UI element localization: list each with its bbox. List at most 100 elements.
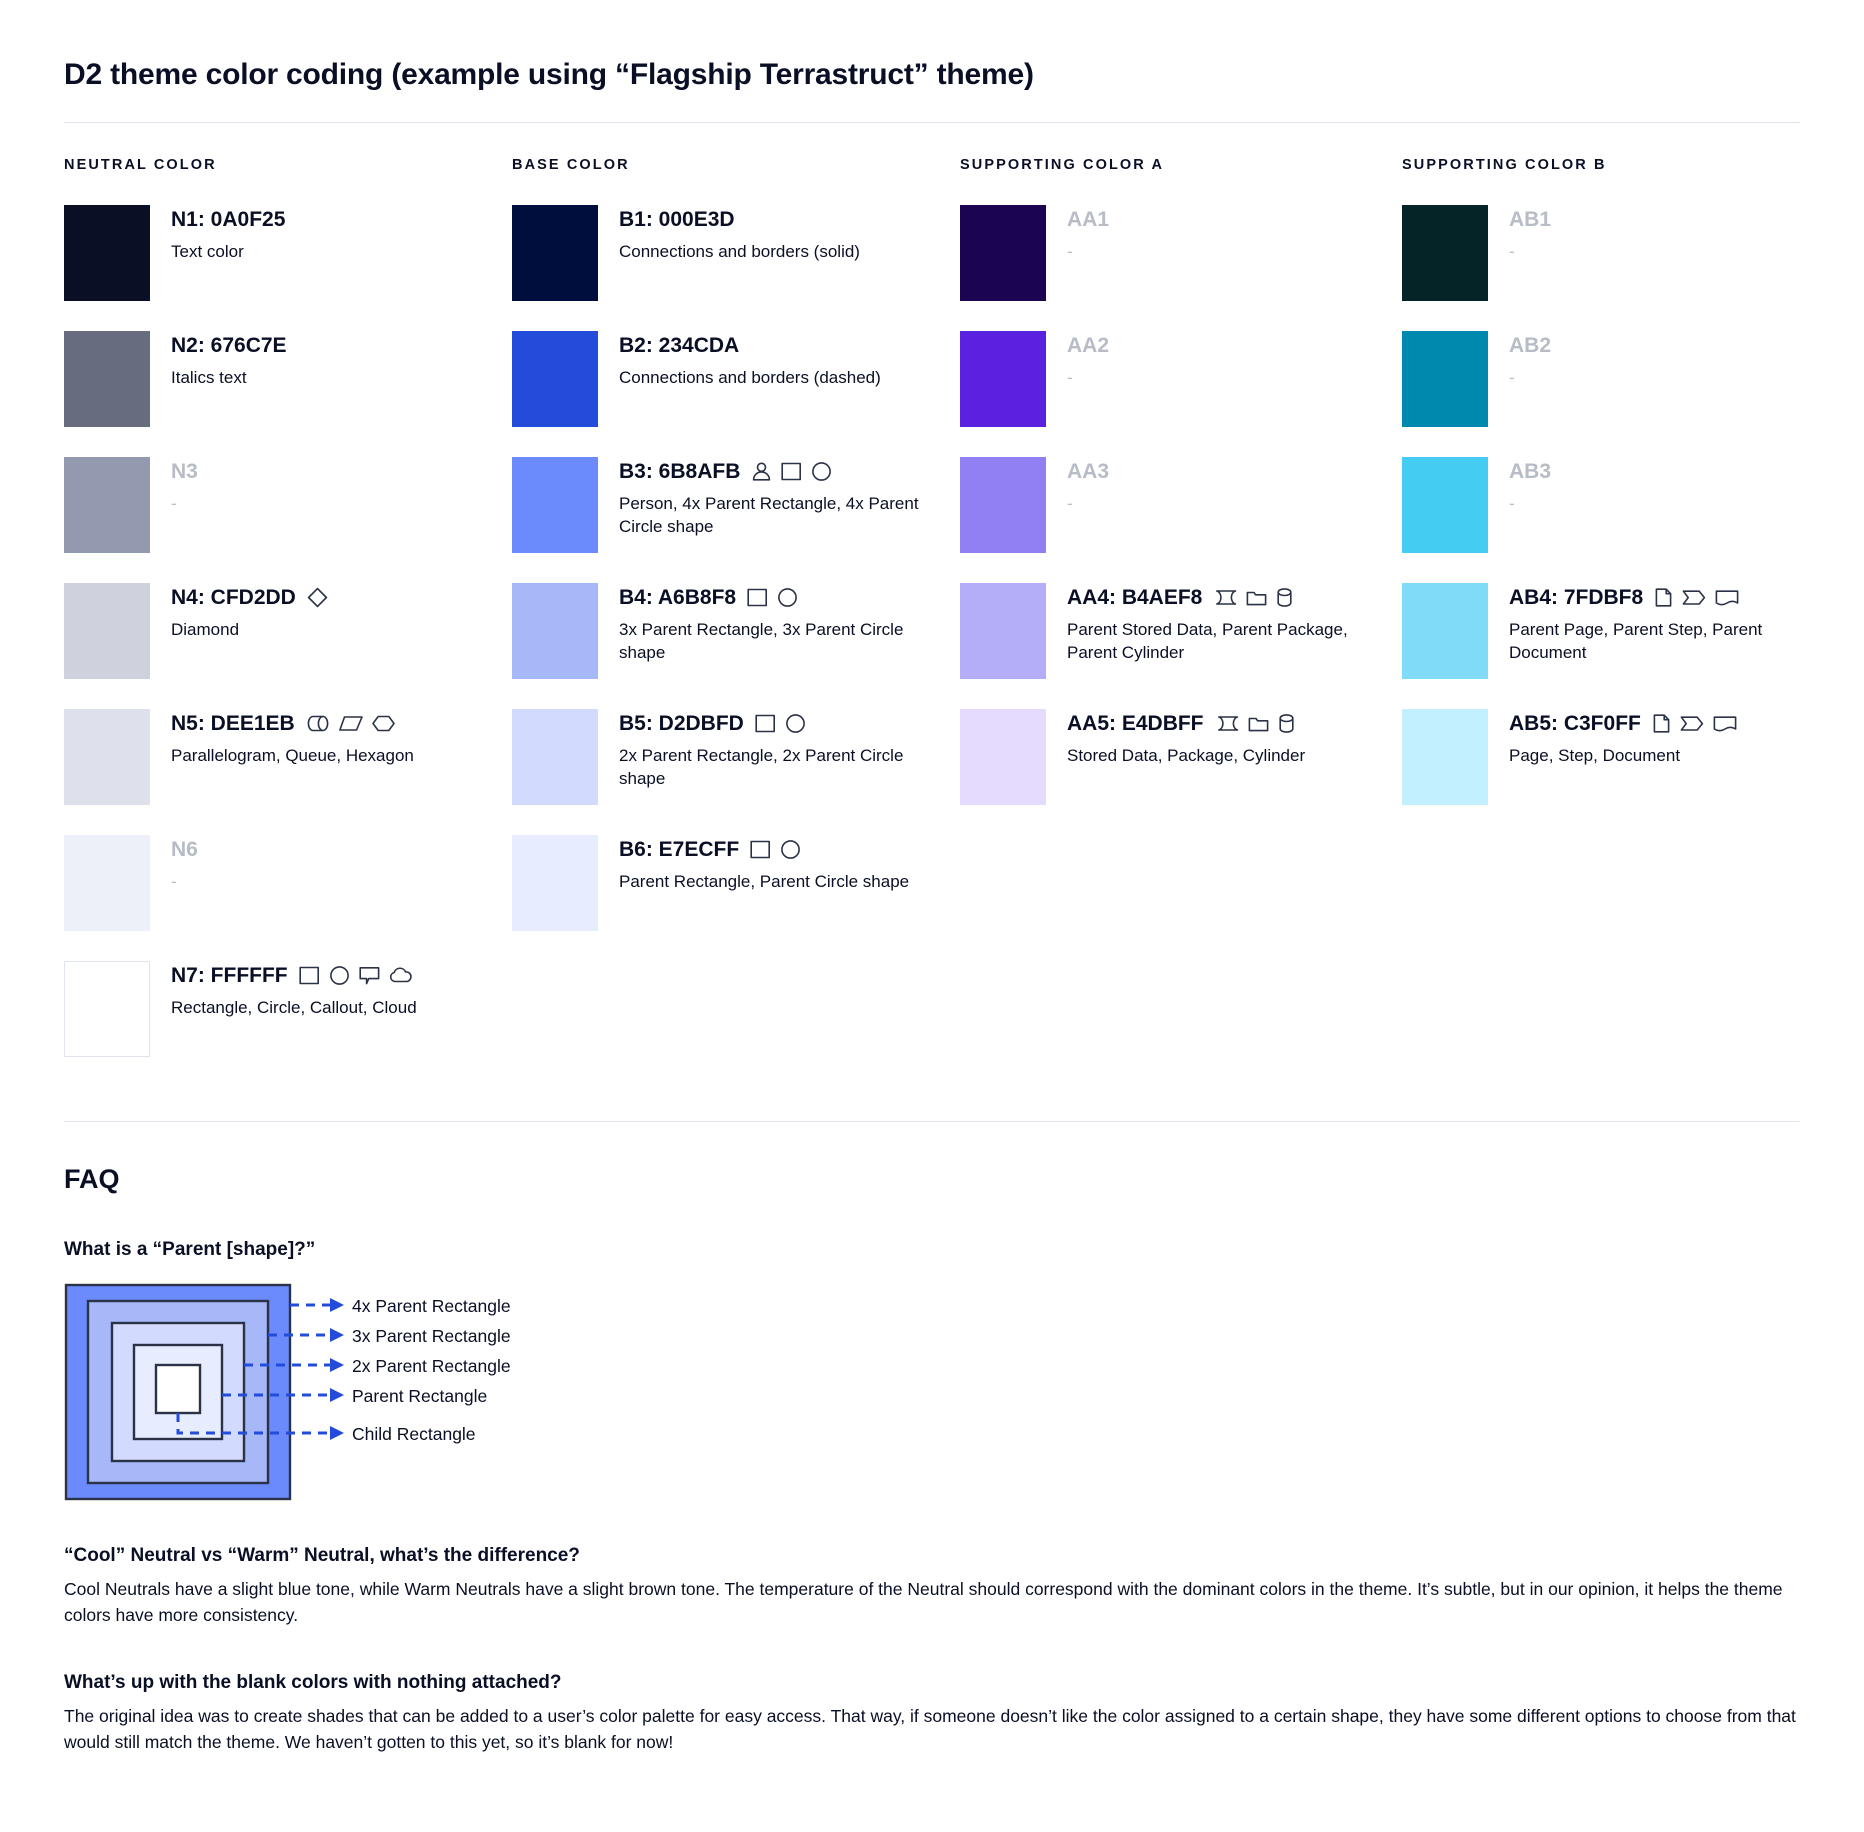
swatch-head: AA3 — [1067, 457, 1109, 485]
swatch-meta: N7: FFFFFF Rectangle, Circle, Callout, Cl… — [171, 961, 417, 1019]
swatch-row[interactable]: B4: A6B8F8 3x Parent Rectangle, 3x Parent… — [512, 583, 960, 679]
swatch-description: 3x Parent Rectangle, 3x Parent Circle sh… — [619, 620, 904, 663]
swatch-description: Connections and borders (dashed) — [619, 368, 881, 387]
swatch-row[interactable]: B6: E7ECFF Parent Rectangle, Parent Circl… — [512, 835, 960, 931]
color-swatch[interactable] — [512, 583, 598, 679]
swatch-meta: AA3 - — [1067, 457, 1109, 515]
swatch-row[interactable]: AA5: E4DBFF Stored Data, Package, Cylinde… — [960, 709, 1402, 805]
swatch-meta: B2: 234CDA Connections and borders (dashe… — [619, 331, 881, 389]
color-swatch[interactable] — [960, 205, 1046, 301]
palette-column: BASE COLOR B1: 000E3D Connections and bord… — [512, 157, 960, 1087]
color-swatch[interactable] — [64, 583, 150, 679]
color-code-label: B3: 6B8AFB — [619, 459, 741, 483]
color-swatch[interactable] — [64, 331, 150, 427]
swatch-head: AB2 — [1509, 331, 1551, 359]
color-swatch[interactable] — [64, 709, 150, 805]
page-icon — [1654, 587, 1673, 608]
color-swatch[interactable] — [1402, 583, 1488, 679]
cylinder-icon — [1276, 587, 1293, 608]
swatch-meta: N4: CFD2DD Diamond — [171, 583, 328, 641]
swatch-row[interactable]: B1: 000E3D Connections and borders (solid… — [512, 205, 960, 301]
swatch-row[interactable]: AA3 - — [960, 457, 1402, 553]
color-swatch[interactable] — [1402, 205, 1488, 301]
shape-icon-group — [299, 965, 412, 986]
swatch-row[interactable]: N7: FFFFFF Rectangle, Circle, Callout, Cl… — [64, 961, 512, 1057]
circle-icon — [785, 713, 806, 734]
swatch-row[interactable]: N4: CFD2DD Diamond — [64, 583, 512, 679]
swatch-meta: N3 - — [171, 457, 198, 515]
color-swatch[interactable] — [64, 457, 150, 553]
shape-icon-group — [306, 713, 395, 734]
swatch-head: B5: D2DBFD — [619, 709, 919, 737]
swatch-row[interactable]: B5: D2DBFD 2x Parent Rectangle, 2x Parent… — [512, 709, 960, 805]
connector-lines — [176, 1303, 330, 1435]
color-swatch[interactable] — [960, 709, 1046, 805]
swatch-row[interactable]: AB5: C3F0FF Page, Step, Document — [1402, 709, 1800, 805]
palette-column: SUPPORTING COLOR A AA1 - AA2 - AA3 - AA4: B4AEF… — [960, 157, 1402, 1087]
swatch-row[interactable]: AB2 - — [1402, 331, 1800, 427]
swatch-row[interactable]: AA4: B4AEF8 Parent Stored Data, Parent Pa… — [960, 583, 1402, 679]
shape-icon-group — [1654, 587, 1739, 608]
swatch-meta: AB5: C3F0FF Page, Step, Document — [1509, 709, 1737, 767]
color-code-label: B5: D2DBFD — [619, 711, 744, 735]
color-swatch[interactable] — [512, 331, 598, 427]
swatch-meta: AB3 - — [1509, 457, 1551, 515]
swatch-row[interactable]: AB4: 7FDBF8 Parent Page, Parent Step, Par… — [1402, 583, 1800, 679]
color-swatch[interactable] — [512, 457, 598, 553]
swatch-row[interactable]: N1: 0A0F25 Text color — [64, 205, 512, 301]
color-swatch[interactable] — [960, 583, 1046, 679]
color-swatch[interactable] — [1402, 457, 1488, 553]
parent-shape-diagram: 4x Parent Rectangle 3x Parent Rectangle … — [64, 1283, 764, 1501]
queue-icon — [306, 713, 330, 734]
swatch-row[interactable]: AA2 - — [960, 331, 1402, 427]
swatch-meta: AB2 - — [1509, 331, 1551, 389]
color-swatch[interactable] — [960, 331, 1046, 427]
rectangle-icon — [750, 839, 771, 860]
color-swatch[interactable] — [64, 961, 150, 1057]
rectangle-icon — [781, 461, 802, 482]
section-divider — [64, 1121, 1800, 1122]
swatch-row[interactable]: AA1 - — [960, 205, 1402, 301]
swatch-head: AB3 — [1509, 457, 1551, 485]
swatch-head: AA2 — [1067, 331, 1109, 359]
swatch-row[interactable]: B3: 6B8AFB Person, 4x Parent Rectangle, 4… — [512, 457, 960, 553]
color-swatch[interactable] — [1402, 709, 1488, 805]
nest-label-4x: 4x Parent Rectangle — [352, 1296, 511, 1316]
swatch-head: N7: FFFFFF — [171, 961, 417, 989]
swatch-head: N6 — [171, 835, 198, 863]
swatch-head: B2: 234CDA — [619, 331, 881, 359]
shape-icon-group — [307, 587, 328, 608]
swatch-row[interactable]: AB1 - — [1402, 205, 1800, 301]
swatch-description: 2x Parent Rectangle, 2x Parent Circle sh… — [619, 746, 904, 789]
color-code-label: B1: 000E3D — [619, 207, 735, 231]
color-swatch[interactable] — [512, 709, 598, 805]
swatch-row[interactable]: N2: 676C7E Italics text — [64, 331, 512, 427]
document-icon — [1713, 713, 1737, 734]
color-swatch[interactable] — [64, 205, 150, 301]
shape-icon-group — [747, 587, 798, 608]
column-header: SUPPORTING COLOR A — [960, 157, 1165, 173]
color-swatch[interactable] — [512, 205, 598, 301]
faq-answer-2: Cool Neutrals have a slight blue tone, w… — [64, 1579, 1783, 1625]
swatch-head: N5: DEE1EB — [171, 709, 414, 737]
swatch-description: Italics text — [171, 368, 247, 387]
swatch-row[interactable]: B2: 234CDA Connections and borders (dashe… — [512, 331, 960, 427]
color-swatch[interactable] — [64, 835, 150, 931]
shape-icon-group — [1652, 713, 1737, 734]
swatch-row[interactable]: AB3 - — [1402, 457, 1800, 553]
swatch-meta: N5: DEE1EB Parallelogram, Queue, Hexagon — [171, 709, 414, 767]
color-code-label: N2: 676C7E — [171, 333, 287, 357]
palette-column: SUPPORTING COLOR B AB1 - AB2 - AB3 - AB4: 7FDBF… — [1402, 157, 1800, 1087]
swatch-row[interactable]: N3 - — [64, 457, 512, 553]
color-swatch[interactable] — [512, 835, 598, 931]
swatch-row[interactable]: N5: DEE1EB Parallelogram, Queue, Hexagon — [64, 709, 512, 805]
swatch-row[interactable]: N6 - — [64, 835, 512, 931]
color-swatch[interactable] — [1402, 331, 1488, 427]
color-code-label: AB2 — [1509, 333, 1552, 357]
color-code-label: N5: DEE1EB — [171, 711, 295, 735]
color-swatch[interactable] — [960, 457, 1046, 553]
parallelogram-icon — [338, 713, 363, 734]
swatch-head: B3: 6B8AFB — [619, 457, 919, 485]
swatch-head: AB4: 7FDBF8 — [1509, 583, 1800, 611]
swatch-meta: B6: E7ECFF Parent Rectangle, Parent Circl… — [619, 835, 909, 893]
